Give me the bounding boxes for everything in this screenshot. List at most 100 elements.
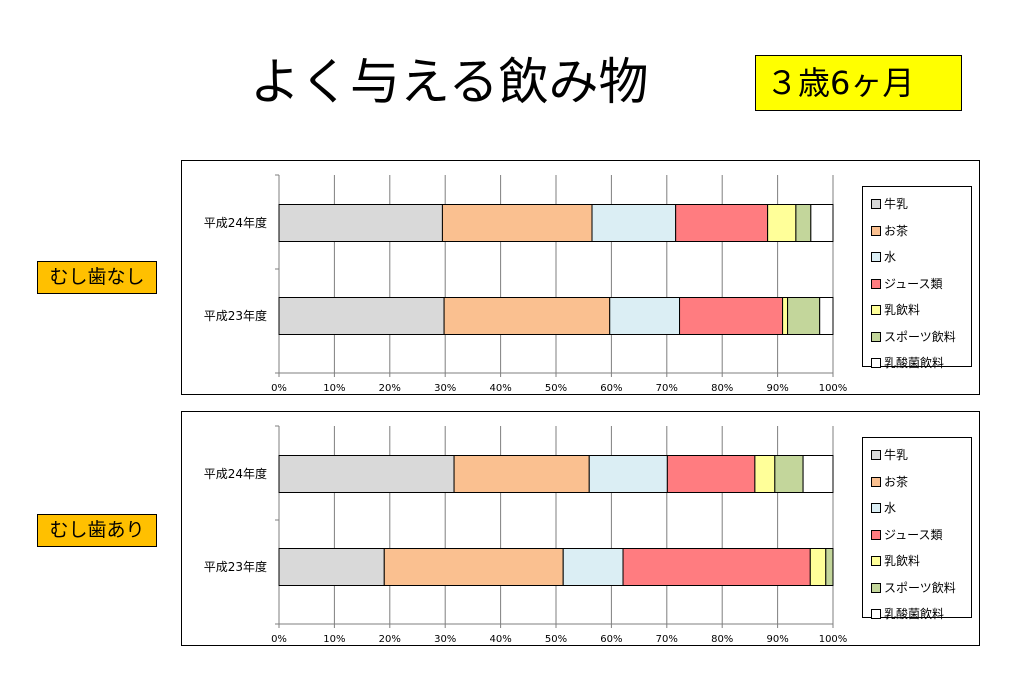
x-tick-label: 10% <box>323 383 345 394</box>
legend-swatch <box>871 529 881 540</box>
legend-swatch <box>871 556 881 567</box>
bar-segment <box>802 455 834 493</box>
x-tick-label: 50% <box>545 634 567 645</box>
legend-item: お茶 <box>871 469 971 496</box>
bar-segment <box>675 204 769 242</box>
x-tick-label: 30% <box>434 383 456 394</box>
legend-label: お茶 <box>884 223 909 238</box>
page-title: よく与える飲み物 <box>250 53 649 111</box>
bar-segment <box>588 455 668 493</box>
legend-swatch <box>871 278 881 289</box>
legend-item: 水 <box>871 244 971 271</box>
y-category-label: 平成24年度 <box>204 215 267 230</box>
legend-label: スポーツ飲料 <box>884 580 956 595</box>
legend-item: 水 <box>871 495 971 522</box>
legend-swatch <box>871 252 881 263</box>
bar-segment <box>679 297 784 335</box>
legend-label: スポーツ飲料 <box>884 329 956 344</box>
bar-segment <box>819 297 834 335</box>
legend-swatch <box>871 225 881 236</box>
legend-item: ジュース類 <box>871 271 971 298</box>
legend-item: スポーツ飲料 <box>871 575 971 602</box>
bar-segment <box>278 297 445 335</box>
legend-item: スポーツ飲料 <box>871 324 971 351</box>
x-tick-label: 40% <box>489 383 511 394</box>
legend-item: 牛乳 <box>871 442 971 469</box>
bar-segment <box>441 204 593 242</box>
legend-label: 水 <box>884 501 897 516</box>
legend-label: お茶 <box>884 474 909 489</box>
legend-item: 牛乳 <box>871 191 971 218</box>
legend-swatch <box>871 582 881 593</box>
x-tick-label: 90% <box>766 383 788 394</box>
x-tick-label: 70% <box>656 634 678 645</box>
x-tick-label: 60% <box>600 383 622 394</box>
bar-segment <box>767 204 797 242</box>
legend-swatch <box>871 609 881 620</box>
x-tick-label: 0% <box>271 383 287 394</box>
bar-segment <box>787 297 821 335</box>
x-tick-label: 20% <box>379 634 401 645</box>
x-tick-label: 10% <box>323 634 345 645</box>
bar-segment <box>795 204 812 242</box>
bar-segment <box>591 204 677 242</box>
x-tick-label: 0% <box>271 634 287 645</box>
legend-swatch <box>871 199 881 210</box>
legend-label: ジュース類 <box>884 527 943 542</box>
legend-item: 乳飲料 <box>871 297 971 324</box>
y-category-label: 平成23年度 <box>204 559 267 574</box>
bar-segment <box>666 455 756 493</box>
bar-segment <box>453 455 590 493</box>
legend-item: ジュース類 <box>871 522 971 549</box>
x-tick-label: 100% <box>819 383 848 394</box>
chart-legend: 牛乳お茶水ジュース類乳飲料スポーツ飲料 乳酸菌飲料 <box>862 186 972 370</box>
x-tick-label: 50% <box>545 383 567 394</box>
bar-segment <box>825 548 834 586</box>
x-tick-label: 100% <box>819 634 848 645</box>
group-label-no-caries: むし歯なし <box>37 261 157 294</box>
legend-label: 乳酸菌飲料 <box>884 356 945 371</box>
chart-plot: 0% 10% 20% 30% 40% 50% 60% 70% 80% 90% 100% 平成24年度平… <box>204 425 848 645</box>
y-category-label: 平成23年度 <box>204 308 267 323</box>
bar-segment <box>782 297 789 335</box>
legend-label: 乳飲料 <box>884 554 921 569</box>
group-label-caries: むし歯あり <box>37 514 157 547</box>
bar-segment <box>443 297 611 335</box>
legend-swatch <box>871 476 881 487</box>
legend-label: 牛乳 <box>884 197 909 212</box>
chart-legend: 牛乳お茶水ジュース類乳飲料スポーツ飲料 乳酸菌飲料 <box>862 437 972 621</box>
bar-segment <box>810 204 834 242</box>
bar-segment <box>278 455 455 493</box>
legend-swatch <box>871 331 881 342</box>
legend-label: ジュース類 <box>884 276 943 291</box>
x-tick-label: 80% <box>711 383 733 394</box>
x-tick-label: 60% <box>600 634 622 645</box>
x-tick-label: 20% <box>379 383 401 394</box>
bar-segment <box>609 297 681 335</box>
legend-label: 牛乳 <box>884 448 909 463</box>
legend-label: 乳飲料 <box>884 303 921 318</box>
legend-swatch <box>871 358 881 369</box>
chart-no-caries: 0% 10% 20% 30% 40% 50% 60% 70% 80% 90% 100% 平成24年度平… <box>181 160 980 395</box>
legend-item: お茶 <box>871 218 971 245</box>
x-tick-label: 90% <box>766 634 788 645</box>
bar-segment <box>622 548 811 586</box>
chart-plot: 0% 10% 20% 30% 40% 50% 60% 70% 80% 90% 100% 平成24年度平… <box>204 174 848 394</box>
x-tick-label: 70% <box>656 383 678 394</box>
bar-segment <box>774 455 804 493</box>
bar-segment <box>383 548 564 586</box>
x-tick-label: 80% <box>711 634 733 645</box>
legend-item: 乳酸菌飲料 <box>871 350 971 377</box>
bar-segment <box>278 548 385 586</box>
legend-swatch <box>871 503 881 514</box>
bar-segment <box>278 204 443 242</box>
legend-label: 水 <box>884 250 897 265</box>
bar-segment <box>562 548 624 586</box>
age-badge: ３歳6ヶ月 <box>755 55 962 111</box>
x-tick-label: 30% <box>434 634 456 645</box>
x-tick-label: 40% <box>489 634 511 645</box>
legend-item: 乳酸菌飲料 <box>871 601 971 628</box>
bar-segment <box>754 455 776 493</box>
bar-segment <box>809 548 827 586</box>
legend-label: 乳酸菌飲料 <box>884 607 945 622</box>
